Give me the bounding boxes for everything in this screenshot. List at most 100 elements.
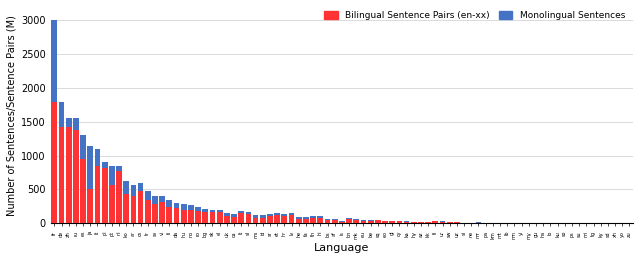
Bar: [339, 221, 345, 223]
Bar: [116, 166, 122, 223]
Bar: [102, 168, 108, 223]
X-axis label: Language: Language: [314, 243, 369, 253]
Bar: [88, 146, 93, 223]
Bar: [310, 217, 316, 223]
Bar: [275, 213, 280, 223]
Bar: [260, 218, 266, 223]
Bar: [88, 190, 93, 223]
Bar: [375, 219, 381, 223]
Bar: [166, 207, 172, 223]
Bar: [73, 130, 79, 223]
Bar: [188, 210, 194, 223]
Bar: [389, 221, 395, 223]
Bar: [404, 222, 410, 223]
Bar: [332, 219, 337, 223]
Bar: [303, 217, 309, 223]
Bar: [426, 222, 431, 223]
Bar: [375, 220, 381, 223]
Bar: [109, 185, 115, 223]
Bar: [238, 211, 244, 223]
Bar: [246, 212, 252, 223]
Bar: [404, 221, 410, 223]
Bar: [166, 200, 172, 223]
Bar: [253, 215, 259, 223]
Bar: [159, 202, 165, 223]
Bar: [188, 205, 194, 223]
Bar: [389, 220, 395, 223]
Bar: [253, 218, 259, 223]
Bar: [224, 213, 230, 223]
Bar: [59, 102, 65, 223]
Bar: [66, 119, 72, 223]
Bar: [181, 210, 187, 223]
Bar: [195, 211, 201, 223]
Bar: [59, 127, 65, 223]
Bar: [418, 222, 424, 223]
Bar: [116, 171, 122, 223]
Bar: [73, 119, 79, 223]
Bar: [317, 217, 323, 223]
Bar: [224, 217, 230, 223]
Bar: [260, 215, 266, 223]
Bar: [159, 196, 165, 223]
Bar: [231, 217, 237, 223]
Bar: [426, 222, 431, 223]
Bar: [440, 222, 445, 223]
Bar: [275, 215, 280, 223]
Bar: [173, 203, 179, 223]
Bar: [296, 217, 301, 223]
Bar: [124, 181, 129, 223]
Bar: [195, 207, 201, 223]
Bar: [397, 221, 403, 223]
Bar: [433, 221, 438, 223]
Bar: [324, 220, 330, 223]
Bar: [102, 162, 108, 223]
Bar: [382, 221, 388, 223]
Bar: [296, 219, 301, 223]
Bar: [246, 214, 252, 223]
Bar: [303, 219, 309, 223]
Bar: [282, 214, 287, 223]
Bar: [51, 21, 57, 223]
Bar: [267, 217, 273, 223]
Bar: [324, 219, 330, 223]
Bar: [238, 213, 244, 223]
Bar: [317, 218, 323, 223]
Bar: [289, 213, 294, 223]
Bar: [310, 218, 316, 223]
Legend: Bilingual Sentence Pairs (en-xx), Monolingual Sentences: Bilingual Sentence Pairs (en-xx), Monoli…: [321, 7, 628, 23]
Bar: [173, 208, 179, 223]
Bar: [138, 191, 143, 223]
Bar: [346, 219, 352, 223]
Bar: [368, 221, 374, 223]
Bar: [353, 219, 359, 223]
Bar: [80, 135, 86, 223]
Bar: [267, 214, 273, 223]
Bar: [131, 185, 136, 223]
Bar: [66, 127, 72, 223]
Bar: [360, 220, 366, 223]
Bar: [353, 220, 359, 223]
Bar: [138, 183, 143, 223]
Bar: [339, 222, 345, 223]
Bar: [80, 159, 86, 223]
Bar: [217, 210, 223, 223]
Bar: [217, 212, 223, 223]
Bar: [411, 222, 417, 223]
Bar: [454, 222, 460, 223]
Bar: [282, 216, 287, 223]
Y-axis label: Number of Sentences/Sentence Pairs (M): Number of Sentences/Sentence Pairs (M): [7, 15, 17, 216]
Bar: [447, 222, 452, 223]
Bar: [124, 194, 129, 223]
Bar: [131, 196, 136, 223]
Bar: [397, 221, 403, 223]
Bar: [152, 196, 158, 223]
Bar: [202, 212, 208, 223]
Bar: [382, 221, 388, 223]
Bar: [152, 204, 158, 223]
Bar: [346, 218, 352, 223]
Bar: [433, 221, 438, 223]
Bar: [368, 220, 374, 223]
Bar: [360, 220, 366, 223]
Bar: [202, 209, 208, 223]
